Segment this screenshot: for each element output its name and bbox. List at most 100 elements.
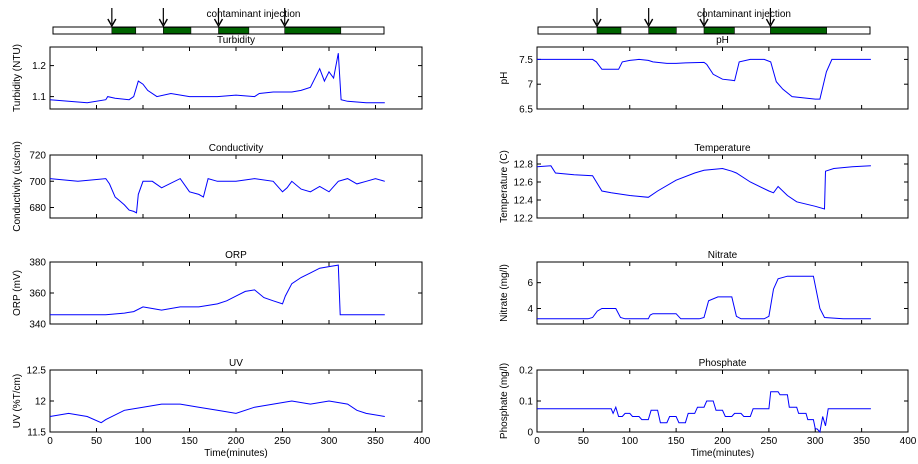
- injection-pulse-1: [596, 27, 622, 34]
- y-axis-label: ORP (mV): [12, 270, 23, 316]
- panel-temperature: Temperature 12.2 12.4 12.6 12.8 Temperature (…: [499, 143, 909, 225]
- panel-nitrate: Nitrate 4 6 Nitrate (mg/l): [499, 250, 909, 325]
- x-tick-label: 100: [621, 436, 638, 447]
- y-axis-label: Conductivity (us/cm): [12, 141, 23, 232]
- arrow-head-3: [213, 18, 224, 28]
- plot-area: [536, 154, 909, 219]
- injection-timeline-left: contaminant injection: [52, 8, 385, 35]
- series-line-ph: [537, 58, 871, 100]
- x-tick-label: 350: [853, 436, 870, 447]
- y-tick-label: 12.2: [514, 214, 534, 225]
- y-axis-label: Nitrate (mg/l): [499, 264, 510, 322]
- arrow-head-1: [107, 18, 117, 28]
- arrow-head-4: [280, 18, 290, 28]
- plot-area: [536, 46, 909, 110]
- y-tick-label: 1.2: [32, 61, 46, 72]
- x-tick-label: 250: [274, 436, 291, 447]
- y-tick-label: 12.8: [514, 160, 534, 171]
- y-axis-label: Turbidity (NTU): [12, 44, 23, 112]
- y-tick-label: 4: [527, 304, 533, 315]
- series-line-conductivity: [49, 177, 385, 214]
- y-tick-label: 7.5: [519, 55, 533, 66]
- y-tick-label: 6.5: [519, 105, 533, 116]
- series-line-temperature: [536, 165, 871, 210]
- plot-area: [49, 369, 423, 433]
- y-tick-label: 380: [29, 258, 46, 269]
- x-tick-label: 0: [534, 436, 540, 447]
- y-tick-label: 12.6: [514, 178, 534, 189]
- y-tick-label: 360: [29, 289, 46, 300]
- y-tick-label: 0.1: [519, 397, 533, 408]
- arrow-head-3: [699, 18, 709, 28]
- y-tick-label: 6: [527, 278, 533, 289]
- series-line-nitrate: [537, 275, 871, 320]
- x-tick-label: 200: [228, 436, 245, 447]
- injection-pulse-2: [163, 27, 192, 34]
- y-tick-label: 12: [35, 397, 47, 408]
- injection-pulse-4: [770, 27, 827, 34]
- y-tick-label: 1.1: [32, 92, 46, 103]
- injection-pulse-3: [218, 27, 250, 34]
- panel-title: Turbidity: [217, 35, 255, 46]
- y-axis-label: UV (%T/cm): [12, 374, 23, 428]
- injection-label: contaminant injection: [697, 9, 791, 20]
- y-tick-label: 12.4: [514, 196, 534, 207]
- panel-ph: pH 6.5 7 7.5 pH: [499, 35, 909, 116]
- arrow-head-2: [644, 18, 654, 28]
- y-tick-label: 11.5: [27, 428, 46, 439]
- x-tick-label: 300: [321, 436, 338, 447]
- x-tick-label: 150: [181, 436, 198, 447]
- x-tick-label: 400: [414, 436, 431, 447]
- panel-orp: ORP 340 360 380 ORP (mV): [12, 250, 423, 331]
- x-tick-label: 250: [761, 436, 778, 447]
- plot-area: [49, 154, 423, 219]
- y-tick-label: 0.2: [519, 366, 533, 377]
- injection-pulse-4: [284, 27, 342, 34]
- y-axis-label: Phosphate (mg/l): [499, 363, 510, 439]
- arrow-head-4: [765, 18, 776, 28]
- plot-area: [536, 261, 909, 325]
- x-tick-label: 150: [668, 436, 685, 447]
- x-tick-label: 300: [807, 436, 824, 447]
- injection-timeline-right: contaminant injection: [537, 8, 871, 35]
- x-tick-label: 0: [47, 436, 53, 447]
- plot-area: [49, 46, 423, 110]
- x-axis-label: Time(minutes): [691, 448, 755, 459]
- y-axis-label: Temperature (C): [499, 150, 510, 223]
- y-tick-label: 7: [527, 80, 533, 91]
- y-tick-label: 680: [29, 203, 46, 214]
- panel-turbidity: Turbidity 1.1 1.2 Turbidity (NTU): [12, 35, 423, 112]
- plot-area: [536, 369, 909, 433]
- panel-title: Temperature: [694, 143, 751, 154]
- y-axis-label: pH: [499, 72, 510, 85]
- x-tick-label: 100: [135, 436, 152, 447]
- y-tick-label: 12.5: [27, 366, 47, 377]
- series-line-turbidity: [49, 53, 385, 104]
- x-axis-label: Time(minutes): [204, 448, 268, 459]
- y-tick-label: 340: [29, 320, 46, 331]
- series-line-phosphate: [537, 391, 871, 434]
- x-tick-label: 50: [578, 436, 590, 447]
- y-tick-label: 0: [527, 428, 533, 439]
- series-line-orp: [50, 264, 385, 316]
- panel-title: pH: [716, 35, 729, 46]
- panel-phosphate: Phosphate 0 0.1 0.2 0 50 100 150 200 250 300 350 400…: [499, 358, 917, 459]
- injection-pulse-3: [703, 27, 735, 34]
- panel-title: Phosphate: [699, 358, 747, 369]
- panel-title: Conductivity: [209, 143, 263, 154]
- panel-conductivity: Conductivity 680 700 720 Conductivity (us/cm…: [12, 141, 423, 232]
- panel-title: Nitrate: [708, 250, 738, 261]
- y-tick-label: 700: [29, 177, 46, 188]
- panel-title: ORP: [225, 250, 247, 261]
- x-tick-label: 200: [714, 436, 731, 447]
- x-tick-label: 50: [91, 436, 103, 447]
- injection-label: contaminant injection: [207, 9, 301, 20]
- x-tick-label: 350: [367, 436, 384, 447]
- panel-uv: UV 11.5 12 12.5 0 50 100 150 200 250 300 350 400 Time…: [12, 358, 431, 459]
- panel-title: UV: [229, 358, 243, 369]
- arrow-head-2: [158, 18, 168, 28]
- chart-panels: Turbidity 1.1 1.2 Turbidity (NTU) Conductivi…: [12, 35, 917, 459]
- series-line-uv: [49, 400, 385, 424]
- y-tick-label: 720: [29, 151, 46, 162]
